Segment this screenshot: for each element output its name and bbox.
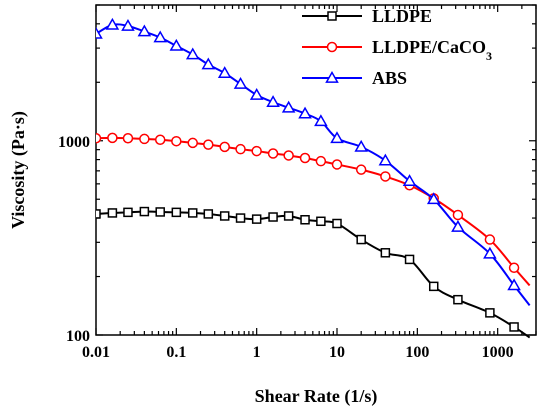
data-point	[356, 234, 366, 245]
data-point	[428, 281, 439, 292]
data-point	[105, 17, 120, 30]
data-point	[451, 219, 465, 232]
data-point	[452, 209, 464, 221]
x-tick-label: 1	[253, 344, 261, 361]
data-point	[107, 132, 118, 144]
data-point	[96, 26, 103, 39]
series-1	[96, 132, 531, 287]
data-point	[96, 133, 102, 144]
y-axis-title: Viscosity (Pa·s)	[8, 111, 29, 229]
data-point	[139, 206, 150, 217]
series-0	[96, 206, 531, 339]
data-point	[283, 150, 294, 161]
data-point	[485, 308, 495, 318]
series-line	[96, 23, 531, 307]
data-point	[169, 38, 184, 51]
data-point	[378, 153, 393, 166]
legend: LLDPE LLDPE/CaCO3 ABS	[302, 6, 492, 88]
data-point	[267, 148, 279, 159]
data-point	[507, 278, 521, 291]
data-point	[483, 246, 497, 259]
x-tick-label: 10	[329, 344, 345, 361]
data-point	[107, 208, 118, 218]
data-point	[380, 171, 391, 182]
data-point	[201, 57, 216, 70]
data-point	[281, 100, 296, 113]
data-point	[300, 215, 310, 225]
data-point	[299, 152, 311, 164]
data-point	[268, 212, 278, 222]
data-point	[121, 18, 135, 31]
x-tick-label: 0.1	[166, 344, 186, 361]
data-point	[235, 213, 246, 223]
data-point	[251, 214, 262, 224]
data-point	[139, 133, 150, 145]
series-2	[96, 17, 531, 307]
x-tick-label: 0.01	[82, 344, 110, 361]
data-point	[154, 134, 166, 146]
data-point	[331, 159, 343, 170]
data-point	[96, 209, 101, 219]
data-point	[508, 262, 520, 273]
legend-marker	[327, 11, 337, 21]
x-tick-label: 1000	[482, 344, 514, 361]
data-point	[453, 294, 463, 305]
data-point	[266, 95, 280, 108]
data-point	[314, 114, 328, 127]
legend-marker	[326, 41, 338, 53]
data-point	[153, 30, 168, 43]
data-point	[404, 254, 415, 265]
data-point	[203, 139, 214, 150]
data-point	[380, 248, 391, 258]
data-point	[219, 211, 230, 221]
legend-label: LLDPE	[372, 6, 432, 26]
y-tick-label: 1000	[58, 134, 90, 151]
data-point	[187, 208, 198, 218]
y-tick-label: 100	[66, 328, 90, 345]
data-point	[217, 66, 232, 78]
legend-label: LLDPE/CaCO3	[372, 37, 492, 63]
data-point	[426, 192, 441, 205]
data-point	[315, 155, 327, 167]
data-point	[298, 106, 312, 119]
data-point	[185, 47, 200, 60]
x-tick-label: 100	[405, 344, 429, 361]
data-point	[251, 145, 262, 157]
data-point	[171, 135, 182, 147]
series-layer	[96, 17, 531, 339]
legend-item: ABS	[302, 68, 407, 88]
data-point	[137, 24, 152, 37]
legend-label: ABS	[372, 68, 407, 88]
series-line	[96, 210, 531, 339]
data-point	[233, 76, 248, 89]
data-point	[484, 234, 496, 245]
data-point	[355, 164, 367, 175]
data-point	[171, 207, 182, 218]
data-point	[354, 139, 368, 152]
data-point	[203, 209, 214, 219]
legend-marker	[325, 70, 339, 83]
data-point	[235, 143, 246, 155]
data-point	[283, 211, 294, 221]
legend-item: LLDPE/CaCO3	[302, 37, 492, 63]
data-point	[249, 88, 264, 100]
data-point	[330, 131, 344, 144]
x-axis-title: Shear Rate (1/s)	[255, 386, 378, 407]
legend-item: LLDPE	[302, 6, 432, 26]
data-point	[122, 133, 134, 144]
data-point	[509, 322, 519, 332]
axes: 0.01 0.1 1 10 100 1000 100 1000	[58, 4, 537, 361]
data-point	[332, 218, 342, 229]
legend-label-subscript: 3	[486, 49, 492, 63]
data-point	[402, 174, 417, 186]
plot-frame	[95, 4, 537, 336]
data-point	[316, 216, 326, 227]
data-point	[187, 137, 198, 149]
data-point	[219, 141, 230, 153]
data-point	[155, 207, 165, 217]
data-point	[123, 207, 133, 218]
